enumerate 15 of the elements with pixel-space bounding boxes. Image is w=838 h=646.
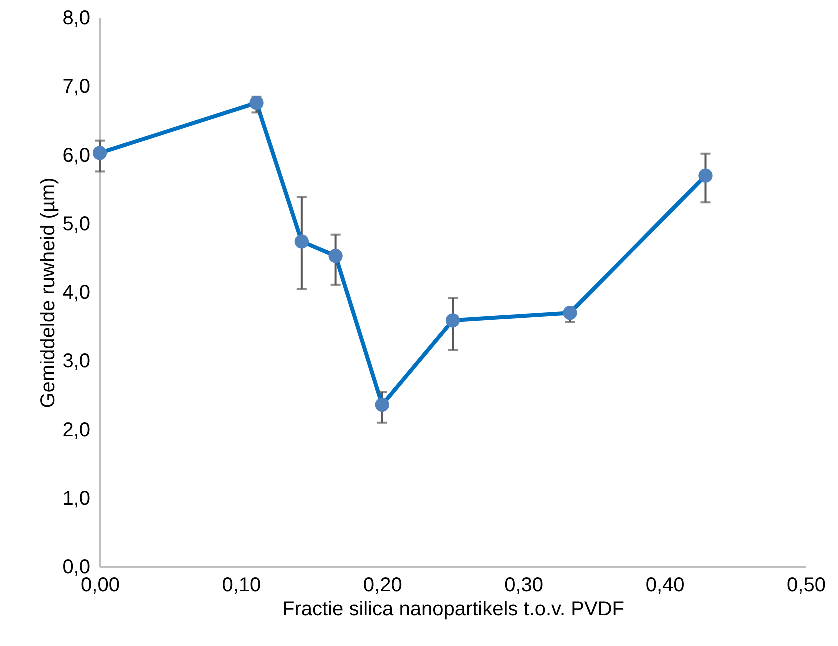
y-tick-label: 7,0	[62, 76, 90, 98]
y-tick-label: 8,0	[62, 8, 90, 30]
x-tick-label: 0,50	[787, 574, 826, 596]
y-tick-label: 6,0	[62, 144, 90, 167]
y-tick-label: 3,0	[62, 350, 90, 373]
x-tick-label: 0,20	[363, 574, 402, 596]
x-tick-label: 0,30	[504, 574, 544, 596]
y-axis-title: Gemiddelde ruwheid (µm)	[38, 178, 60, 408]
x-tick-label: 0,40	[646, 574, 685, 596]
y-tick-label: 4,0	[62, 282, 90, 304]
y-tick-label: 5,0	[62, 213, 90, 236]
x-tick-label: 0,10	[222, 574, 262, 596]
y-tick-label: 2,0	[62, 419, 90, 442]
y-tick-label: 1,0	[62, 488, 90, 510]
x-axis-title: Fractie silica nanopartikels t.o.v. PVDF	[282, 598, 624, 620]
